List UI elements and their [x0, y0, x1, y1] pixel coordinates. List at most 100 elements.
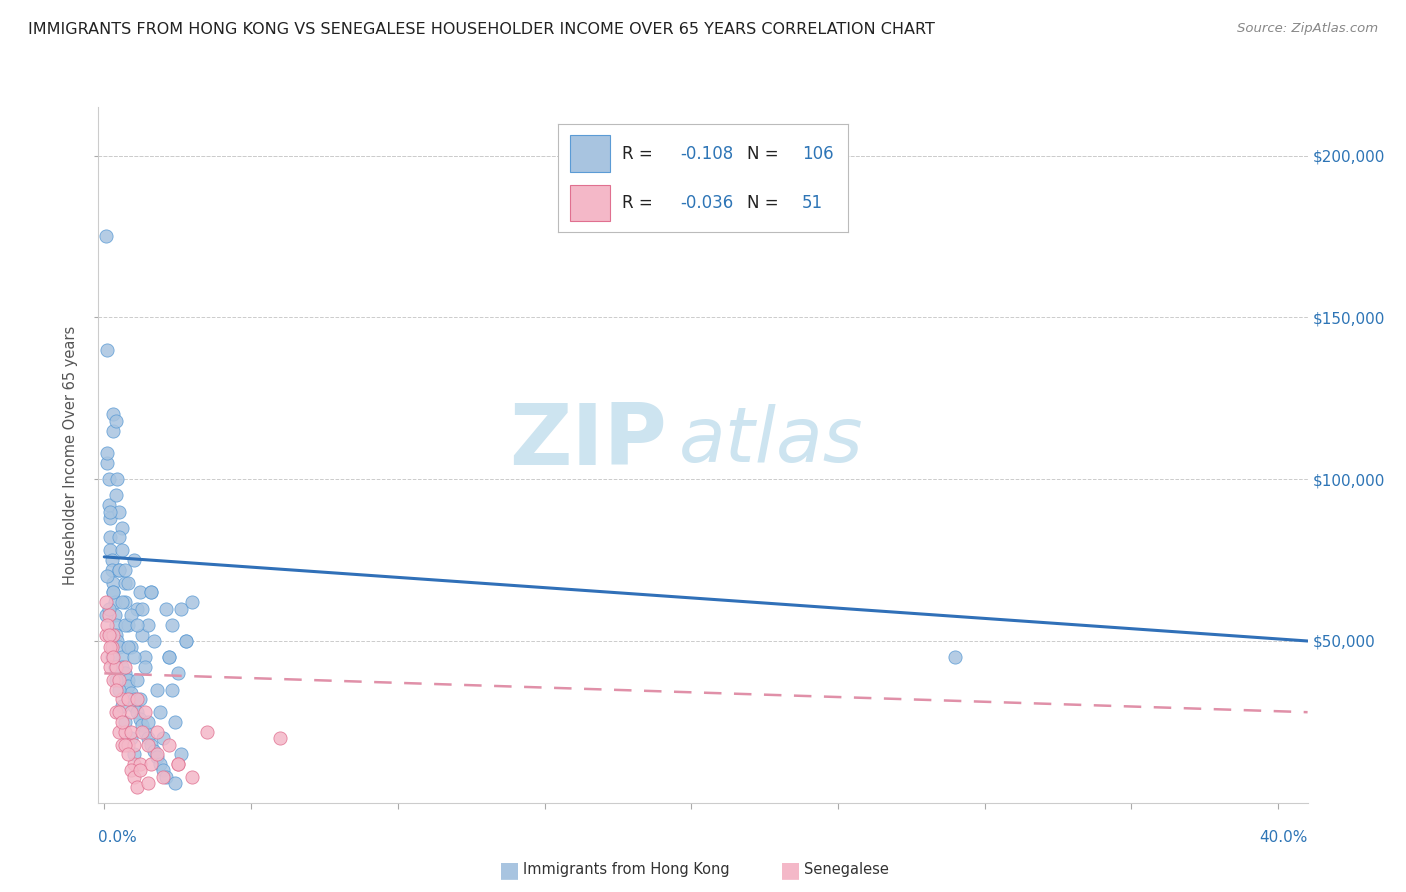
Text: ■: ■ — [499, 860, 520, 880]
Text: 0.0%: 0.0% — [98, 830, 138, 845]
Point — [122, 553, 145, 567]
Point — [166, 756, 188, 771]
Point — [141, 738, 163, 752]
Point — [97, 498, 120, 512]
Point — [111, 595, 134, 609]
Point — [134, 724, 156, 739]
Point — [101, 627, 124, 641]
Point — [94, 627, 117, 641]
Point — [100, 650, 122, 665]
Point — [128, 764, 150, 778]
Text: atlas: atlas — [679, 404, 863, 478]
Point — [100, 563, 122, 577]
Text: Source: ZipAtlas.com: Source: ZipAtlas.com — [1237, 22, 1378, 36]
Point — [96, 343, 118, 357]
Point — [131, 724, 153, 739]
Point — [120, 764, 142, 778]
Point — [128, 712, 150, 726]
Point — [131, 627, 153, 641]
Point — [136, 731, 159, 745]
Point — [114, 714, 136, 729]
Point — [97, 608, 120, 623]
Text: ■: ■ — [780, 860, 801, 880]
Point — [146, 724, 169, 739]
Point — [100, 640, 122, 655]
Point — [117, 673, 139, 687]
Point — [105, 627, 128, 641]
Point — [169, 601, 191, 615]
Point — [101, 585, 124, 599]
Point — [101, 408, 124, 422]
Point — [125, 692, 148, 706]
Point — [111, 692, 134, 706]
Point — [155, 770, 177, 784]
Point — [105, 705, 128, 719]
Point — [111, 521, 134, 535]
Point — [98, 531, 121, 545]
Point — [160, 682, 183, 697]
Point — [108, 563, 131, 577]
Point — [128, 756, 150, 771]
Point — [96, 650, 118, 665]
Point — [195, 724, 218, 739]
Point — [143, 634, 166, 648]
Point — [155, 601, 177, 615]
Point — [98, 627, 121, 641]
Point — [128, 585, 150, 599]
Point — [96, 569, 118, 583]
Point — [101, 575, 124, 590]
Point — [105, 617, 128, 632]
Point — [96, 617, 118, 632]
Point — [101, 585, 124, 599]
Point — [122, 698, 145, 713]
Point — [98, 511, 121, 525]
Point — [146, 747, 169, 762]
Point — [114, 724, 136, 739]
Point — [108, 531, 131, 545]
Point — [157, 738, 180, 752]
Point — [108, 563, 131, 577]
Point — [128, 692, 150, 706]
Point — [108, 682, 131, 697]
Point — [114, 660, 136, 674]
Point — [136, 738, 159, 752]
Point — [134, 650, 156, 665]
Point — [141, 585, 163, 599]
Point — [141, 756, 163, 771]
Text: ZIP: ZIP — [509, 400, 666, 483]
Point — [117, 679, 139, 693]
Point — [94, 595, 117, 609]
Point — [120, 686, 142, 700]
Point — [163, 776, 186, 790]
Point — [98, 640, 121, 655]
Point — [122, 738, 145, 752]
Point — [146, 682, 169, 697]
Point — [117, 640, 139, 655]
Point — [97, 472, 120, 486]
Point — [103, 660, 125, 674]
Point — [108, 705, 131, 719]
Point — [98, 504, 121, 518]
Point — [117, 747, 139, 762]
Text: Immigrants from Hong Kong: Immigrants from Hong Kong — [523, 863, 730, 877]
Point — [96, 456, 118, 470]
Point — [181, 770, 204, 784]
Point — [101, 650, 124, 665]
Point — [111, 738, 134, 752]
Point — [125, 617, 148, 632]
Point — [125, 780, 148, 794]
Point — [98, 660, 121, 674]
Point — [107, 472, 129, 486]
Point — [163, 714, 186, 729]
Point — [97, 601, 120, 615]
Point — [105, 488, 128, 502]
Point — [105, 660, 128, 674]
Point — [120, 731, 142, 745]
Point — [122, 692, 145, 706]
Point — [945, 650, 967, 665]
Point — [114, 738, 136, 752]
Point — [108, 504, 131, 518]
Point — [149, 756, 172, 771]
Point — [94, 229, 117, 244]
Point — [122, 770, 145, 784]
